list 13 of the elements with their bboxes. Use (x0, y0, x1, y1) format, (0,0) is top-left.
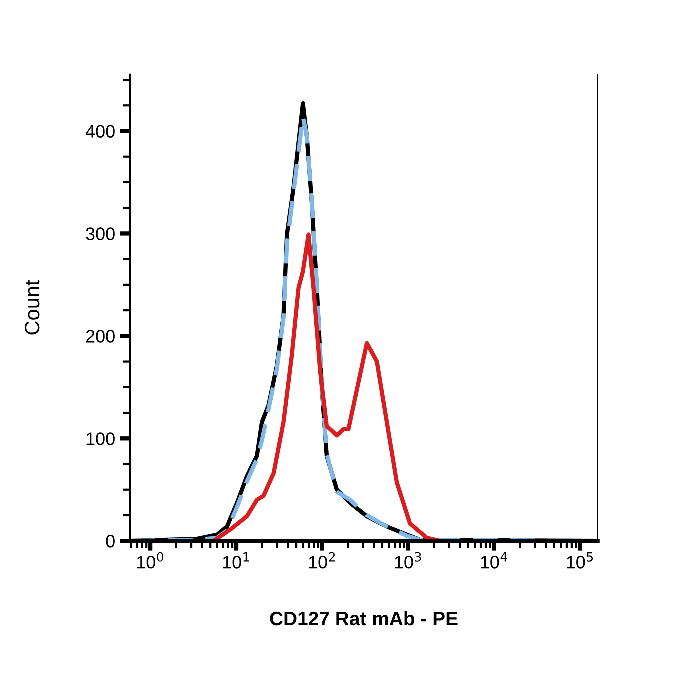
x-tick-label: 10$^{1}$ (223, 552, 250, 569)
y-tick-label: 100 (86, 432, 115, 446)
y-tick-label: 400 (86, 125, 115, 138)
x-tick-label: 10$^{3}$ (395, 552, 422, 569)
x-tick-label: 10$^{4}$ (481, 552, 508, 569)
y-axis-title: Count (24, 280, 40, 335)
x-tick-label: 10$^{2}$ (309, 552, 336, 569)
x-axis-title: CD127 Rat mAb - PE (270, 611, 458, 626)
x-tick-label: 10$^{5}$ (567, 552, 594, 569)
y-tick-label: 0 (106, 535, 115, 548)
y-tick-label: 200 (86, 330, 115, 343)
x-tick-label: 10$^{0}$ (137, 552, 164, 569)
y-tick-label: 300 (86, 228, 115, 240)
